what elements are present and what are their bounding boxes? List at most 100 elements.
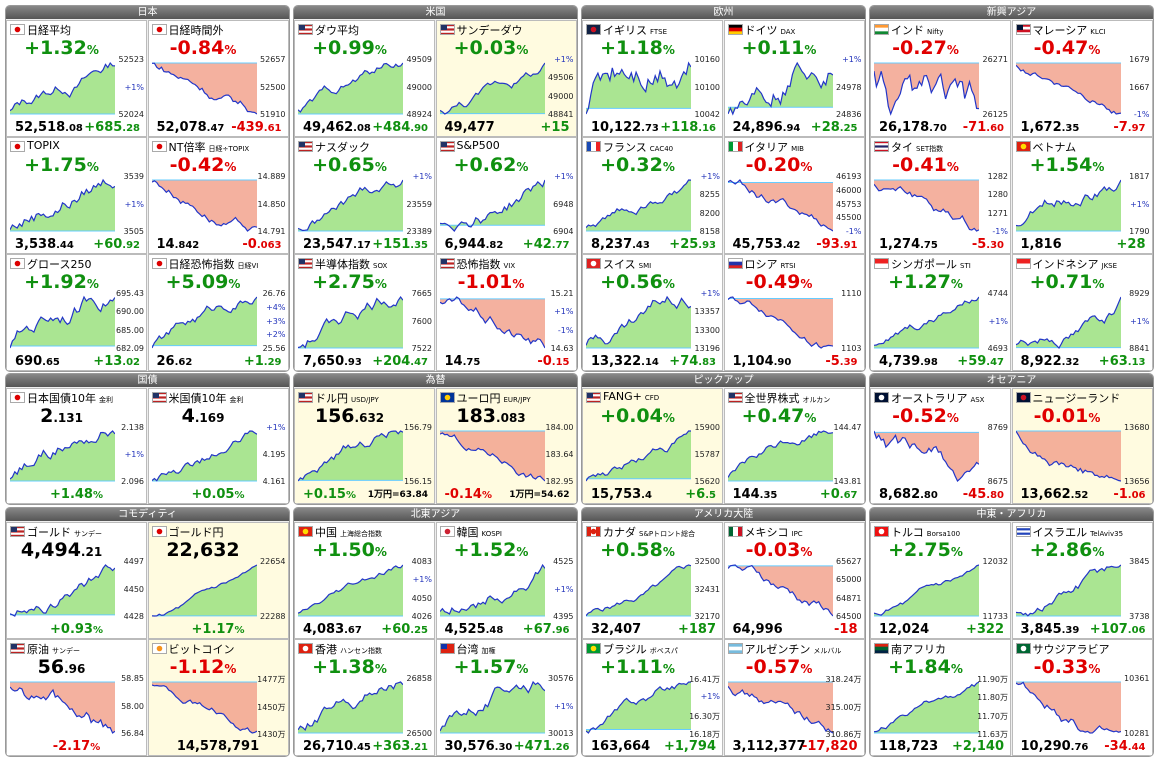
axis-label: 8929 — [1129, 289, 1150, 298]
tile-name-text: タイ — [891, 141, 913, 154]
flag-part — [298, 24, 313, 27]
market-tile[interactable]: ベトナム 1817 +1% 1790 +1.54% 1,816 +28 — [1011, 137, 1153, 254]
sparkline-line — [1015, 179, 1121, 227]
market-group: コモディティ ゴールド サンデー 4497 4450 4428 4,494.21 +0.93%… — [5, 507, 290, 757]
tile-name-text: 恐怖指数 — [456, 258, 501, 271]
market-tile[interactable]: 南アフリカ 11.90万 11.80万 11.70万 11.63万 +1.84% 118,7… — [870, 639, 1011, 756]
market-tile[interactable]: 半導体指数 SOX 7665 7600 7522 +2.75% 7,650.93 +204.4… — [294, 254, 435, 371]
tile-name-text: ブラジル — [603, 643, 647, 656]
sparkline-area — [298, 682, 403, 733]
axis-label: +1% — [266, 423, 286, 432]
flag-part — [874, 258, 889, 264]
flag-part — [727, 141, 733, 152]
flag-part — [298, 149, 313, 152]
tile-name: 南アフリカ — [891, 641, 946, 657]
market-tile[interactable]: ナスダック +1% 23559 23389 +0.65% 23,547.17 +151.35 — [294, 137, 435, 254]
group-title: ピックアップ — [582, 374, 865, 387]
market-tile[interactable]: NT倍率 日経÷TOPIX 14.889 14.850 14.791 -0.42% 14.8… — [147, 137, 289, 254]
market-tile[interactable]: 恐怖指数 VIX 15.21 +1% -1% 14.63 -1.01% 14.75 -0.15 — [435, 254, 577, 371]
market-tile[interactable]: 台湾 加権 30576 +1% 30013 +1.57% 30,576.30 +471.26 — [435, 639, 577, 756]
market-group: 米国 ダウ平均 49509 49000 48924 +0.99% 49,462.08 +484… — [293, 5, 578, 372]
market-tile[interactable]: オーストラリア ASX 8769 8675 -0.52% 8,682.80 -45.80 — [870, 388, 1011, 504]
market-tile[interactable]: TOPIX 3539 +1% 3505 +1.75% 3,538.44 +60.92 — [6, 137, 147, 254]
market-tile[interactable]: ドイツ DAX +1% 24978 24836 +0.11% 24,896.94 +28.25 — [723, 20, 865, 137]
flag-icon — [10, 258, 25, 269]
flag-part — [151, 392, 167, 395]
sparkline-line — [10, 430, 115, 480]
axis-label: +1% — [1130, 316, 1150, 326]
market-tile[interactable]: マレーシア KLCI 1679 1667 -1% -0.47% 1,672.35 -7.97 — [1011, 20, 1153, 137]
market-tile[interactable]: 韓国 KOSPI 4525 +1% 4395 +1.52% 4,525.48 +67.96 — [435, 522, 577, 639]
market-tile[interactable]: ゴールド サンデー 4497 4450 4428 4,494.21 +0.93% — [6, 522, 147, 639]
market-tile[interactable]: 日本国債10年 金利 2.138 +1% 2.096 2.131 +1.48% — [6, 388, 147, 504]
market-tile[interactable]: 中国 上海総合指数 4083 +1% 4050 4026 +1.50% 4,083.67 +60… — [294, 522, 435, 639]
market-tile[interactable]: イタリア MIB 46193 46000 45753 45500 -1% -0.20% 45,7… — [723, 137, 865, 254]
flag-border — [874, 258, 889, 269]
flag-border — [1015, 392, 1031, 403]
flag-icon — [874, 258, 889, 269]
axis-label: 46000 — [836, 185, 862, 195]
market-tile[interactable]: 米国債10年 金利 +1% 4.195 4.161 4.169 +0.05% — [147, 388, 289, 504]
market-tile[interactable]: イギリス FTSE 10160 10100 10042 +1.18% 10,122.73 +1… — [582, 20, 723, 137]
market-tile[interactable]: アルゼンチン メルバル 318.24万 315.00万 310.86万 -0.57% 3,1… — [723, 639, 865, 756]
market-tile[interactable]: グロース250 695.43 690.00 685.00 682.09 +1.92% 690… — [6, 254, 147, 371]
market-tile[interactable]: メキシコ IPC 65627 65000 64871 64500 -0.03% 64,996 -… — [723, 522, 865, 639]
market-tile[interactable]: 原油 サンデー 58.85 58.00 56.84 56.96 -2.17% — [6, 639, 147, 756]
market-tile[interactable]: 日経平均 52523 +1% 52024 +1.32% 52,518.08 +685.28 — [6, 20, 147, 137]
axis-label: 184.00 — [545, 423, 574, 432]
market-tile[interactable]: ニュージーランド 13680 13656 -0.01% 13,662.52 -1.06 — [1011, 388, 1153, 504]
market-tile[interactable]: インドネシア JKSE 8929 +1% 8841 +0.71% 8,922.32 +63.1… — [1011, 254, 1153, 371]
axis-label: 26.76 — [262, 289, 286, 298]
bottom-value: 14,578,791 — [176, 739, 260, 754]
flag-part — [14, 26, 21, 33]
sparkline-line — [1015, 564, 1121, 617]
market-tile[interactable]: サウジアラビア 10361 10281 -0.33% 10,290.76 -34.44 — [1011, 639, 1153, 756]
market-tile[interactable]: サンデーダウ +1% 49506 49000 48841 +0.03% 49,477 +15 — [435, 20, 577, 137]
sparkline — [10, 564, 115, 617]
market-tile[interactable]: カナダ S&Pトロント総合 32500 32431 32170 +0.58% 32,407 +… — [582, 522, 723, 639]
market-tile[interactable]: S&P500 +1% 6948 6904 +0.62% 6,944.82 +42.77 — [435, 137, 577, 254]
tile-name-text: 日本国債10年 — [27, 392, 96, 405]
market-tile[interactable]: タイ SET指数 1282 1280 1271 -1% -0.41% 1,274.75 -5.3… — [870, 137, 1011, 254]
market-tile[interactable]: スイス SMI +1% 13357 13300 13196 +0.56% 13,322.14 +… — [582, 254, 723, 371]
flag-icon — [439, 24, 455, 35]
market-tile[interactable]: ゴールド円 22654 22288 22,632 +1.17% — [147, 522, 289, 639]
market-tile[interactable]: インド Nifty 26271 26125 -0.27% 26,178.70 -71.60 — [870, 20, 1011, 137]
market-tile[interactable]: 日経恐怖指数 日経VI 26.76 +4% +3% +2% 25.56 +5.09% 26.62… — [147, 254, 289, 371]
sparkline-line — [874, 71, 979, 116]
bottom-value: 1,816 — [1020, 237, 1062, 252]
market-tile[interactable]: ロシア RTSI 1110 1103 -0.49% 1,104.90 -5.39 — [723, 254, 865, 371]
bottom-value: -17,820 — [801, 739, 858, 754]
axis-label: 24836 — [836, 110, 862, 119]
flag-part — [10, 534, 25, 537]
headline-value: -1.01% — [457, 271, 525, 293]
market-tile[interactable]: トルコ Borsa100 12032 11733 +2.75% 12,024 +322 — [870, 522, 1011, 639]
sparkline-line — [439, 680, 545, 732]
group-title: 中東・アフリカ — [870, 508, 1153, 521]
flag-part — [439, 149, 455, 152]
market-tile[interactable]: 日経時間外 52657 52500 51910 -0.84% 52,078.47 -439.… — [147, 20, 289, 137]
axis-label: 30576 — [548, 674, 574, 683]
tile-name-text: ニュージーランド — [1032, 392, 1121, 405]
market-tile[interactable]: FANG+ CFD 15900 15787 15620 +0.04% 15,753.4 +6.… — [582, 388, 723, 504]
flag-icon — [10, 643, 25, 654]
tile-name: NT倍率 日経÷TOPIX — [169, 139, 250, 155]
market-tile[interactable]: ユーロ円 EUR/JPY 184.00 183.64 182.95 183.083 -0.1… — [435, 388, 577, 504]
flag-border — [151, 526, 167, 537]
market-tile[interactable]: イスラエル TelAviv35 3845 3738 +2.86% 3,845.39 +107… — [1011, 522, 1153, 639]
market-tile[interactable]: 全世界株式 オルカン 144.47 143.81 +0.47% 144.35 +0.67 — [723, 388, 865, 504]
flag-border — [151, 24, 167, 35]
sparkline — [298, 295, 403, 349]
market-tile[interactable]: ドル円 USD/JPY 156.79 156.15 156.632 +0.15% 1万円=6… — [294, 388, 435, 504]
market-tile[interactable]: ダウ平均 49509 49000 48924 +0.99% 49,462.08 +484.9… — [294, 20, 435, 137]
bottom-value: 8,922.32 — [1020, 354, 1080, 369]
flag-part — [156, 26, 162, 33]
group-title: 日本 — [6, 6, 289, 19]
market-tile[interactable]: ビットコイン 1477万 1450万 1430万 -1.12% 14,578,791 — [147, 639, 289, 756]
market-tile[interactable]: 香港 ハンセン指数 26858 26500 +1.38% 26,710.45 +363.21 — [294, 639, 435, 756]
market-tile[interactable]: シンガポール STI 4744 +1% 4693 +1.27% 4,739.98 +59.47 — [870, 254, 1011, 371]
market-tile[interactable]: ブラジル ボベスパ 16.41万 +1% 16.30万 16.18万 +1.11% 163,6… — [582, 639, 723, 756]
flag-border — [10, 526, 25, 537]
market-tile[interactable]: フランス CAC40 +1% 8255 8200 8158 +0.32% 8,237.43 +2… — [582, 137, 723, 254]
tile-name: アルゼンチン メルバル — [745, 641, 842, 657]
